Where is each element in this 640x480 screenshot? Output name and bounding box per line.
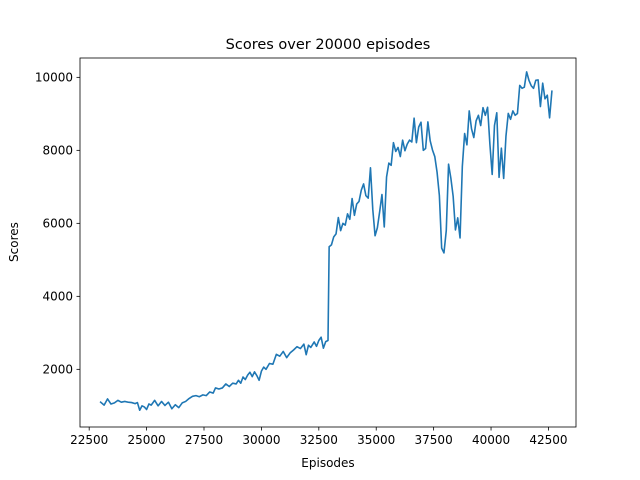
x-tick-label: 30000 (242, 433, 280, 447)
y-tick-label: 10000 (35, 71, 73, 85)
x-tick-label: 37500 (415, 433, 453, 447)
y-tick-label: 6000 (42, 217, 73, 231)
x-tick-label: 32500 (300, 433, 338, 447)
y-axis: 2000 4000 6000 8000 10000 (35, 71, 80, 377)
x-tick-label: 40000 (472, 433, 510, 447)
x-tick-label: 27500 (185, 433, 223, 447)
x-tick-label: 42500 (529, 433, 567, 447)
x-axis-label: Episodes (301, 456, 354, 470)
y-tick-label: 8000 (42, 144, 73, 158)
x-tick-label: 35000 (357, 433, 395, 447)
y-tick-label: 2000 (42, 363, 73, 377)
x-tick-label: 25000 (127, 433, 165, 447)
series-layer (99, 71, 553, 412)
chart-title: Scores over 20000 episodes (226, 37, 431, 53)
plot-frame (79, 57, 577, 428)
x-axis: 22500 25000 27500 30000 32500 35000 37500 40000… (70, 427, 568, 447)
series-line-1 (99, 71, 553, 412)
plot-area (80, 58, 576, 427)
x-tick-label: 22500 (70, 433, 108, 447)
y-tick-label: 4000 (42, 290, 73, 304)
y-axis-label: Scores (7, 222, 21, 262)
